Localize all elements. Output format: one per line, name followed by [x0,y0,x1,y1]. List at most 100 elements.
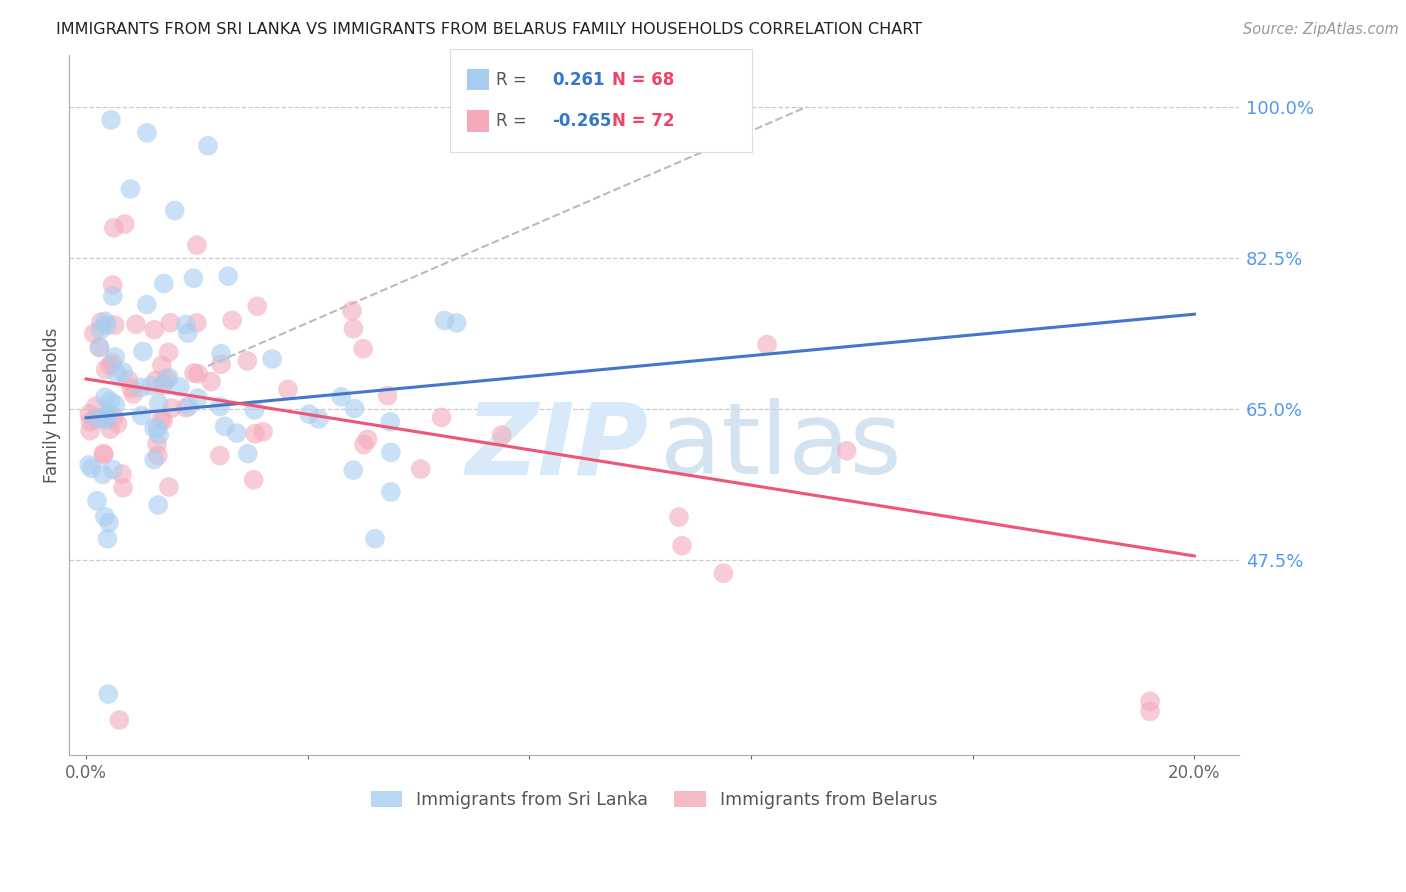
Point [129,380,152,394]
Point [117,373,139,387]
Point [160,401,183,416]
Point [174,318,197,332]
Text: N = 68: N = 68 [612,70,673,88]
Point [433,313,456,327]
Point [177,326,200,340]
Point [112,481,135,495]
Text: atlas: atlas [659,399,901,495]
Point [208,449,231,463]
Point [152,414,174,428]
Point [342,321,364,335]
Point [125,318,148,332]
Point [343,401,366,416]
Point [91,467,114,482]
Point [377,389,399,403]
Point [157,370,180,384]
Point [380,415,402,429]
Point [153,277,176,291]
Point [89,340,111,354]
Text: ZIP: ZIP [465,399,648,495]
Point [186,316,208,330]
Point [177,399,200,413]
Point [163,203,186,218]
Point [79,407,101,421]
Point [94,390,117,404]
Point [835,443,858,458]
Point [100,112,122,127]
Point [104,318,127,332]
Point [100,394,122,409]
Point [131,409,153,423]
Point [209,400,232,414]
Point [94,509,117,524]
Point [146,437,169,451]
Point [84,399,107,413]
Point [89,323,111,337]
Point [80,461,103,475]
Text: R =: R = [496,70,533,88]
Point [104,397,127,411]
Point [342,463,364,477]
Point [169,380,191,394]
Point [352,342,374,356]
Point [101,462,124,476]
Point [236,354,259,368]
Point [308,412,330,426]
Point [242,473,264,487]
Point [79,415,101,429]
Point [353,437,375,451]
Point [330,390,353,404]
Point [87,411,110,425]
Point [94,410,117,425]
Point [83,326,105,341]
Point [101,277,124,292]
Point [236,447,259,461]
Point [214,419,236,434]
Point [79,424,101,438]
Point [209,357,232,371]
Text: R =: R = [496,112,533,130]
Point [221,313,243,327]
Point [150,359,173,373]
Point [135,297,157,311]
Point [1139,694,1161,708]
Point [148,397,170,411]
Point [94,413,117,427]
Point [252,425,274,439]
Text: 0.261: 0.261 [553,70,605,88]
Point [756,337,779,351]
Point [277,383,299,397]
Point [101,289,124,303]
Point [108,713,131,727]
Point [186,238,208,252]
Point [243,403,266,417]
Point [156,372,179,386]
Point [89,340,111,354]
Point [103,409,125,424]
Point [340,303,363,318]
Point [243,426,266,441]
Point [148,428,170,442]
Point [409,462,432,476]
Point [380,485,402,500]
Point [96,409,118,424]
Point [364,532,387,546]
Point [77,458,100,472]
Point [112,365,135,379]
Point [152,376,174,391]
Point [120,381,142,395]
Point [146,449,169,463]
Point [183,271,205,285]
Text: IMMIGRANTS FROM SRI LANKA VS IMMIGRANTS FROM BELARUS FAMILY HOUSEHOLDS CORRELATI: IMMIGRANTS FROM SRI LANKA VS IMMIGRANTS … [56,22,922,37]
Y-axis label: Family Households: Family Households [44,327,60,483]
Text: N = 72: N = 72 [612,112,673,130]
Point [380,445,402,459]
Point [246,299,269,313]
Point [145,374,167,388]
Point [96,407,118,421]
Point [136,126,159,140]
Point [101,355,124,369]
Point [141,379,163,393]
Point [98,358,121,372]
Point [187,391,209,405]
